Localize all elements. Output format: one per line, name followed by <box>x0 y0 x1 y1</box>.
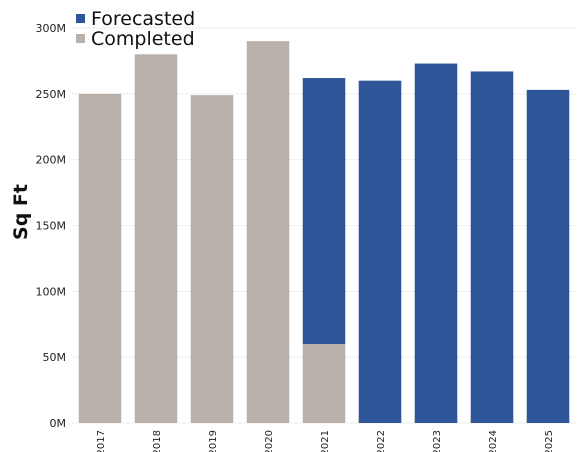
x-tick-label: 2025 <box>544 430 555 452</box>
x-tick-label: 2024 <box>488 430 499 452</box>
bar-completed-2021 <box>302 344 346 423</box>
y-tick-label: 100M <box>36 285 67 298</box>
bar-forecasted-2021 <box>302 78 346 345</box>
y-tick-label: 300M <box>36 22 67 35</box>
x-axis-ticks: 2017 2018 2019 2020 2021 2022 2023 2024 2025 <box>96 430 555 452</box>
y-tick-label: 200M <box>36 154 67 167</box>
y-tick-label: 250M <box>36 88 67 101</box>
bar-forecasted-2024 <box>470 71 514 423</box>
x-tick-label: 2018 <box>152 430 163 452</box>
y-axis-ticks: 0M 50M 100M 150M 200M 250M 300M <box>36 22 67 430</box>
bar-forecasted-2022 <box>358 80 402 424</box>
bar-completed-2020 <box>246 41 290 424</box>
y-tick-label: 50M <box>43 351 67 364</box>
legend-swatch <box>76 34 85 43</box>
y-axis-label: Sq Ft <box>10 184 32 240</box>
bar-forecasted-2023 <box>414 63 458 424</box>
y-tick-label: 0M <box>50 417 67 430</box>
x-tick-label: 2017 <box>96 430 107 452</box>
legend-swatch <box>76 14 85 23</box>
x-tick-label: 2020 <box>264 430 275 452</box>
bar-completed-2017 <box>78 93 122 423</box>
x-tick-label: 2019 <box>208 430 219 452</box>
x-tick-label: 2021 <box>320 430 331 452</box>
bar-forecasted-2025 <box>526 89 570 423</box>
x-tick-label: 2023 <box>432 430 443 452</box>
bar-completed-2018 <box>134 54 178 423</box>
legend-label: Completed <box>91 28 195 50</box>
legend-label: Forecasted <box>91 8 195 30</box>
y-tick-label: 150M <box>36 220 67 233</box>
x-tick-label: 2022 <box>376 430 387 452</box>
bar-completed-2019 <box>190 95 234 424</box>
bars <box>78 41 570 424</box>
